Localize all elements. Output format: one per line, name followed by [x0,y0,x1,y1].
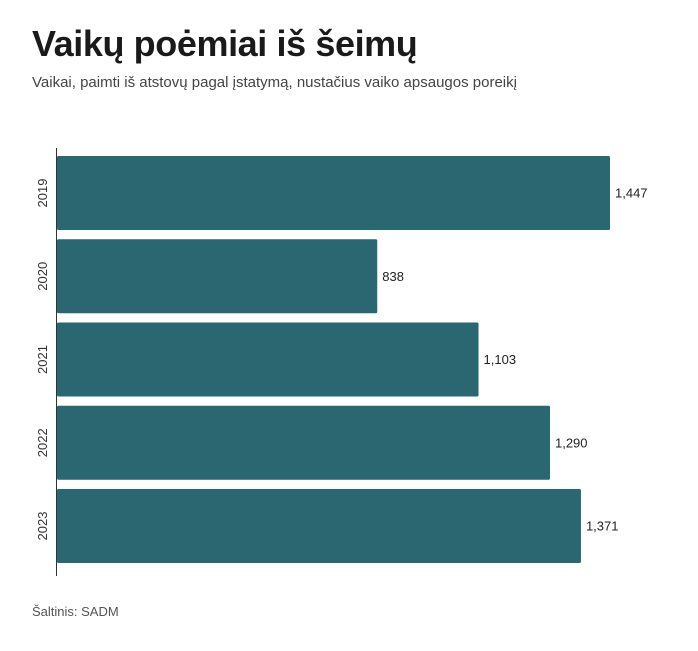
bar-2019 [57,156,610,230]
bar-chart: 1,447 2019 838 2020 1,103 2021 1,290 2022 1,371 2… [35,148,648,576]
bar-2020 [57,239,378,314]
value-label-2023: 1,371 [586,519,619,534]
chart-title: Vaikų poėmiai iš šeimų [32,23,418,64]
bar-2022 [57,405,550,480]
bar-2023 [57,489,581,563]
bar-2021 [57,322,479,397]
category-label-2022: 2022 [35,428,50,457]
category-label-2023: 2023 [35,512,50,541]
category-label-2021: 2021 [35,345,50,374]
value-label-2019: 1,447 [615,186,648,201]
value-label-2020: 838 [382,269,404,284]
value-label-2022: 1,290 [555,435,588,450]
bars-group: 1,447 2019 838 2020 1,103 2021 1,290 2022 1,371 2… [35,156,648,563]
category-label-2019: 2019 [35,179,50,208]
source-note: Šaltinis: SADM [32,604,119,619]
value-label-2021: 1,103 [484,352,517,367]
category-label-2020: 2020 [35,262,50,291]
chart-subtitle: Vaikai, paimti iš atstovų pagal įstatymą… [32,74,517,91]
